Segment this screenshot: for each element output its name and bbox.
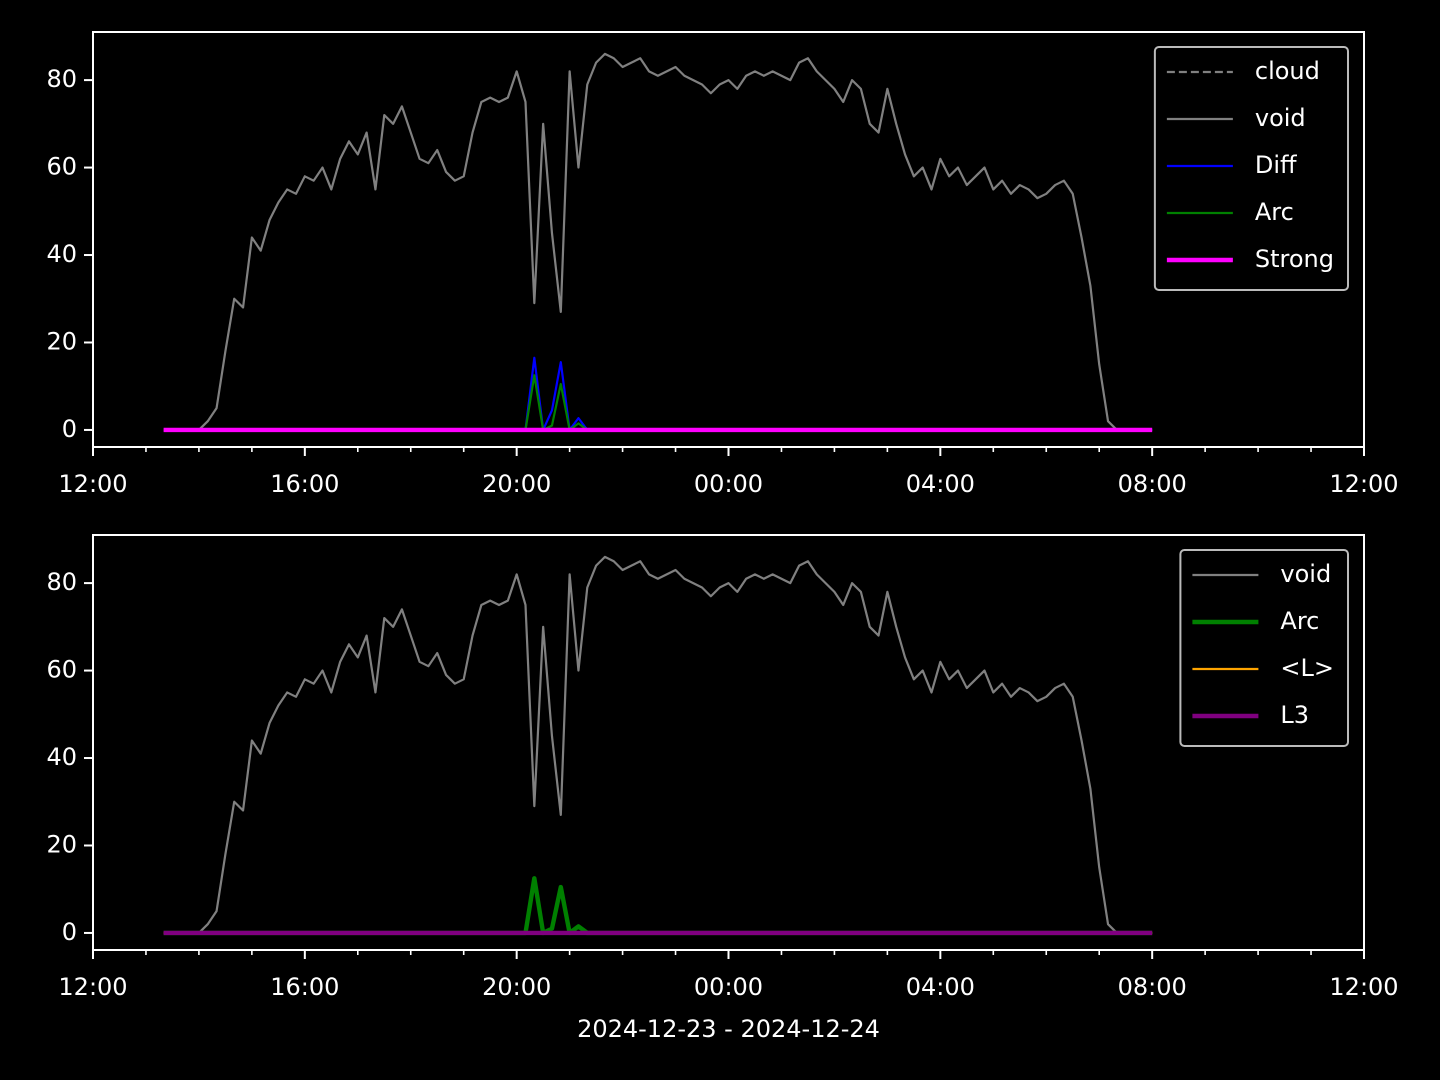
legend-label: void [1280,560,1331,588]
x-tick-label: 20:00 [482,973,551,1001]
legend-label: Diff [1255,151,1297,179]
x-tick-label: 12:00 [1329,973,1398,1001]
legend-box [1153,46,1349,291]
x-axis-label: 2024-12-23 - 2024-12-24 [577,1015,880,1043]
legend-label: void [1255,104,1306,132]
y-tick-label: 0 [62,918,77,946]
plot-area [93,32,1364,447]
series-line [163,555,1153,935]
y-tick-label: 0 [62,415,77,443]
legend: void Arc <L> L3 [1179,549,1349,747]
legend-label: Arc [1280,607,1319,635]
x-tick-label: 12:00 [58,973,127,1001]
y-tick-label: 80 [46,568,77,596]
legend: cloud void Diff Arc Strong [1153,46,1349,291]
x-tick-label: 04:00 [906,470,975,498]
legend-label: cloud [1255,57,1320,85]
x-tick-label: 04:00 [906,973,975,1001]
legend-label: L3 [1280,701,1309,729]
y-tick-label: 60 [46,656,77,684]
y-tick-label: 40 [46,743,77,771]
y-tick-label: 20 [46,830,77,858]
x-tick-label: 12:00 [1329,470,1398,498]
x-tick-label: 00:00 [694,470,763,498]
x-tick-label: 00:00 [694,973,763,1001]
plot-area [93,535,1364,950]
legend-label: Strong [1255,245,1334,273]
legend-label: Arc [1255,198,1294,226]
legend-box [1179,549,1349,747]
x-tick-label: 08:00 [1118,973,1187,1001]
y-tick-label: 80 [46,65,77,93]
x-tick-label: 12:00 [58,470,127,498]
x-tick-label: 16:00 [270,973,339,1001]
x-tick-label: 08:00 [1118,470,1187,498]
y-tick-label: 40 [46,240,77,268]
y-tick-label: 60 [46,153,77,181]
y-tick-label: 20 [46,327,77,355]
legend-label: <L> [1280,654,1334,682]
x-tick-label: 20:00 [482,470,551,498]
x-tick-label: 16:00 [270,470,339,498]
series-line [163,52,1153,432]
